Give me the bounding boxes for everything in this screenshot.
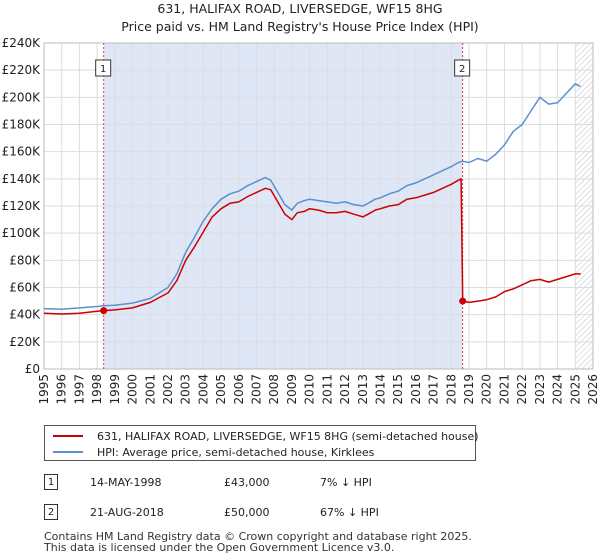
y-tick-label: £160K (2, 145, 42, 159)
legend-item-price: 631, HALIFAX ROAD, LIVERSEDGE, WF15 8HG … (53, 429, 479, 443)
price-paid-line (43, 178, 581, 315)
legend-swatch-hpi (53, 451, 83, 453)
x-tick-label: 2022 (515, 374, 529, 405)
y-tick-label: £20K (9, 335, 41, 349)
x-tick-label: 2024 (551, 374, 565, 405)
transaction-hpi-diff: 67% ↓ HPI (320, 505, 379, 519)
transaction-date: 21-AUG-2018 (90, 505, 164, 519)
x-tick-label: 2018 (444, 374, 458, 405)
x-tick-label: 2011 (320, 374, 334, 405)
y-tick-label: £100K (2, 226, 42, 240)
sale-point-marker (459, 297, 467, 305)
x-tick-label: 2009 (285, 374, 299, 405)
transaction-price: £43,000 (224, 475, 270, 489)
marker-label-number: 1 (100, 64, 106, 75)
x-tick-label: 2023 (533, 374, 547, 405)
x-tick-label: 1998 (90, 374, 104, 405)
x-tick-label: 2020 (480, 374, 494, 405)
transaction-row: 2 21-AUG-2018 £50,000 67% ↓ HPI (44, 503, 379, 521)
y-tick-label: £240K (2, 36, 42, 50)
x-tick-label: 2010 (303, 374, 317, 405)
x-tick-label: 2003 (179, 374, 193, 405)
x-tick-label: 2015 (391, 374, 405, 405)
legend-label-price: 631, HALIFAX ROAD, LIVERSEDGE, WF15 8HG … (97, 429, 479, 443)
x-tick-label: 1999 (108, 374, 122, 405)
x-tick-label: 2019 (462, 374, 476, 405)
marker-label-box (95, 59, 112, 77)
x-tick-label: 2002 (161, 374, 175, 405)
legend: 631, HALIFAX ROAD, LIVERSEDGE, WF15 8HG … (44, 425, 479, 461)
transaction-date: 14-MAY-1998 (90, 475, 162, 489)
x-tick-label: 2008 (267, 374, 281, 405)
x-tick-label: 2012 (338, 374, 352, 405)
x-tick-label: 1995 (37, 374, 51, 405)
transaction-number: 1 (44, 474, 58, 490)
y-tick-label: £80K (9, 253, 41, 267)
legend-label-hpi: HPI: Average price, semi-detached house,… (97, 445, 375, 459)
hpi-line (43, 83, 581, 310)
legend-item-hpi: HPI: Average price, semi-detached house,… (53, 445, 374, 459)
x-tick-label: 2017 (427, 374, 441, 405)
x-tick-label: 2013 (356, 374, 370, 405)
y-tick-label: £220K (2, 63, 42, 77)
x-tick-label: 2025 (568, 374, 582, 405)
marker-label-number: 2 (459, 64, 465, 75)
footer: Contains HM Land Registry data © Crown c… (44, 531, 472, 553)
x-tick-label: 2001 (143, 374, 157, 405)
y-tick-label: £180K (2, 118, 42, 132)
marker-label-box (454, 59, 471, 77)
x-tick-label: 2014 (373, 374, 387, 405)
sale-point-marker (100, 307, 108, 315)
x-tick-label: 2021 (497, 374, 511, 405)
transaction-hpi-diff: 7% ↓ HPI (320, 475, 372, 489)
footer-licence: This data is licensed under the Open Gov… (44, 541, 395, 554)
x-tick-label: 2000 (126, 374, 140, 405)
y-tick-label: £200K (2, 90, 42, 104)
price-chart: 631, HALIFAX ROAD, LIVERSEDGE, WF15 8HG … (2, 1, 600, 405)
x-tick-label: 2006 (232, 374, 246, 405)
x-tick-label: 2005 (214, 374, 228, 405)
y-tick-label: £40K (9, 308, 41, 322)
y-tick-label: £120K (2, 199, 42, 213)
footer-copyright: Contains HM Land Registry data © Crown c… (44, 530, 472, 543)
x-tick-label: 2007 (250, 374, 264, 405)
transaction-price: £50,000 (224, 505, 270, 519)
legend-swatch-price (53, 435, 83, 437)
plot-frame (43, 42, 594, 370)
transaction-number: 2 (44, 504, 58, 520)
chart-title: 631, HALIFAX ROAD, LIVERSEDGE, WF15 8HG (157, 1, 442, 16)
chart-subtitle: Price paid vs. HM Land Registry's House … (121, 19, 478, 34)
x-tick-label: 2026 (586, 374, 600, 405)
y-tick-label: £0 (25, 362, 40, 376)
x-tick-label: 2004 (196, 374, 210, 405)
x-tick-label: 1996 (55, 374, 69, 405)
y-tick-label: £140K (2, 172, 42, 186)
x-tick-label: 1997 (72, 374, 86, 405)
x-tick-label: 2016 (409, 374, 423, 405)
transaction-row: 1 14-MAY-1998 £43,000 7% ↓ HPI (44, 473, 372, 491)
y-tick-label: £60K (9, 281, 41, 295)
